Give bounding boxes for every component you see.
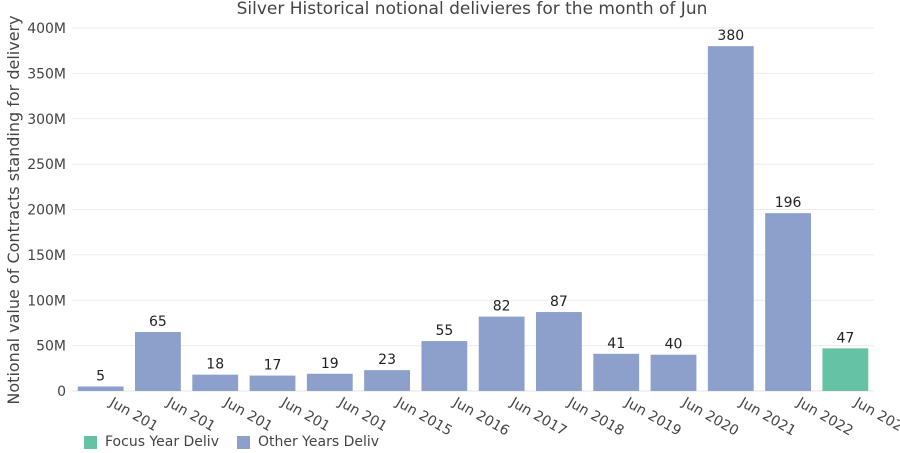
x-tick-label: Jun 201: [163, 394, 218, 435]
data-label: 17: [264, 358, 282, 374]
y-tick-label: 50M: [36, 339, 66, 355]
bar[interactable]: [536, 312, 582, 391]
legend-label-other: Other Years Deliv: [257, 434, 380, 450]
legend-swatch-other: [236, 435, 250, 449]
y-tick-label: 400M: [27, 21, 66, 37]
y-tick-label: 150M: [27, 248, 66, 264]
x-tick-label: Jun 2016: [449, 394, 512, 439]
data-label: 19: [321, 356, 339, 372]
legend-item-focus[interactable]: Focus Year Deliv: [84, 434, 219, 450]
x-tick-label: Jun 2015: [392, 394, 455, 439]
legend: Focus Year Deliv Other Years Deliv: [84, 434, 379, 450]
data-label: 82: [493, 299, 511, 315]
data-label: 47: [836, 330, 854, 346]
data-label: 380: [717, 28, 744, 44]
bar[interactable]: [478, 316, 525, 391]
y-tick-label: 200M: [27, 203, 66, 219]
bar[interactable]: [192, 374, 239, 391]
legend-swatch-focus: [84, 435, 97, 449]
bar[interactable]: [364, 370, 410, 391]
bar[interactable]: [249, 375, 296, 391]
bar[interactable]: [822, 348, 869, 391]
x-tick-label: Jun 2022: [793, 394, 856, 439]
x-tick-label: Jun 201: [106, 394, 161, 435]
bar[interactable]: [765, 213, 811, 391]
data-label: 55: [435, 323, 453, 339]
y-axis-label: Notional value of Contracts standing for…: [4, 15, 23, 404]
data-label: 65: [149, 314, 167, 330]
x-tick-label: Jun 2023: [850, 394, 900, 439]
bar[interactable]: [650, 354, 697, 391]
x-tick-label: Jun 2019: [621, 394, 684, 439]
bar[interactable]: [593, 353, 640, 391]
data-label: 23: [378, 352, 396, 368]
data-labels: 5 65 18 17 19 23 55 82 87 41 40 380 196 47: [96, 28, 854, 384]
data-label: 5: [96, 368, 105, 384]
bar[interactable]: [707, 46, 754, 392]
legend-item-other[interactable]: Other Years Deliv: [236, 434, 380, 450]
data-label: 87: [550, 294, 568, 310]
bar[interactable]: [135, 332, 181, 391]
x-tick-label: Jun 2018: [564, 394, 627, 439]
x-tick-label: Jun 2020: [679, 394, 742, 439]
y-tick-label: 0: [57, 384, 66, 400]
bar[interactable]: [77, 386, 124, 391]
legend-label-focus: Focus Year Deliv: [105, 434, 219, 450]
data-label: 40: [665, 337, 683, 353]
x-tick-label: Jun 2021: [736, 394, 799, 439]
data-label: 196: [775, 195, 802, 211]
x-axis-ticks: Jun 201 Jun 201 Jun 201 Jun 201 Jun 201 Jun 2…: [106, 394, 900, 439]
gridlines: [72, 27, 874, 392]
bar[interactable]: [421, 341, 468, 391]
bar[interactable]: [306, 373, 353, 391]
chart-title: Silver Historical notional delivieres fo…: [237, 0, 708, 19]
bars: [77, 46, 869, 392]
data-label: 41: [607, 336, 625, 352]
y-tick-label: 250M: [27, 157, 66, 173]
y-tick-label: 100M: [27, 293, 66, 309]
data-label: 18: [206, 357, 224, 373]
y-tick-label: 300M: [27, 112, 66, 128]
y-axis-ticks: 0 50M 100M 150M 200M 250M 300M 350M 400M: [27, 21, 66, 400]
x-tick-label: Jun 201: [335, 394, 390, 435]
y-tick-label: 350M: [27, 66, 66, 82]
x-tick-label: Jun 201: [220, 394, 275, 435]
x-tick-label: Jun 201: [278, 394, 333, 435]
x-tick-label: Jun 2017: [507, 394, 570, 439]
